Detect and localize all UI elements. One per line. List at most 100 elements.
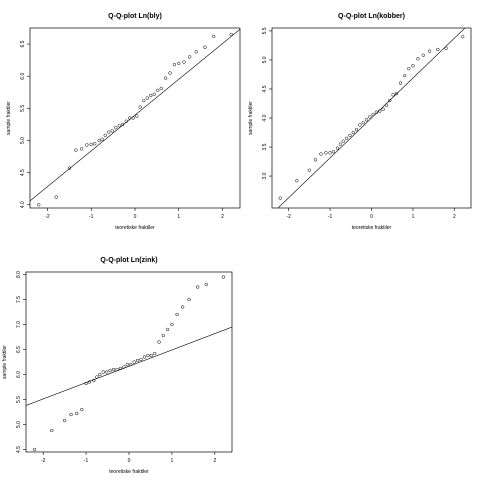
- data-point: [32, 447, 37, 452]
- x-tick-label: 0: [128, 458, 131, 464]
- data-point: [388, 98, 392, 103]
- data-point: [212, 34, 216, 39]
- x-tick-label: -2: [41, 458, 46, 464]
- data-point: [142, 98, 146, 103]
- data-point: [351, 130, 355, 135]
- data-point: [444, 46, 448, 50]
- data-point: [384, 103, 389, 107]
- data-point: [341, 139, 345, 143]
- reference-line: [277, 28, 466, 208]
- data-point: [74, 411, 79, 416]
- y-axis-label: sample fraktiler: [2, 345, 8, 379]
- y-tick-label: 4.0: [262, 114, 268, 121]
- x-tick-label: -1: [84, 458, 89, 464]
- x-tick-label: -2: [45, 214, 50, 220]
- data-point: [328, 151, 332, 155]
- y-tick-label: 5.5: [20, 105, 26, 112]
- data-point: [129, 362, 133, 367]
- data-point: [85, 143, 89, 147]
- plot-frame: [25, 271, 233, 453]
- data-point: [153, 351, 157, 356]
- x-axis-label: teoretiske fraktiler: [115, 225, 155, 231]
- data-point: [93, 142, 97, 146]
- y-tick-label: 6.0: [20, 73, 26, 80]
- reference-line: [26, 326, 232, 406]
- data-point: [131, 116, 135, 120]
- data-point: [378, 109, 382, 113]
- data-point: [436, 47, 440, 52]
- y-tick-label: 5.5: [262, 27, 268, 34]
- data-point: [157, 340, 161, 344]
- chart-title: Q-Q-plot Ln(kobber): [338, 13, 405, 20]
- data-point: [108, 368, 112, 373]
- data-point: [411, 64, 415, 68]
- data-point: [115, 367, 119, 372]
- data-point: [204, 282, 208, 287]
- y-tick-label: 4.5: [16, 446, 22, 453]
- data-point: [354, 127, 359, 132]
- data-point: [368, 115, 372, 119]
- reference-line: [30, 29, 240, 202]
- data-point: [371, 112, 375, 117]
- data-point: [407, 66, 411, 71]
- x-tick-label: -1: [328, 214, 333, 220]
- data-point: [364, 118, 369, 122]
- data-point: [103, 133, 107, 138]
- data-point: [121, 122, 125, 127]
- data-point: [161, 333, 165, 338]
- y-tick-label: 7.0: [16, 321, 22, 328]
- data-point: [89, 142, 93, 147]
- data-point: [142, 355, 147, 359]
- y-tick-label: 8.0: [16, 271, 22, 278]
- data-point: [138, 105, 142, 109]
- data-point: [381, 107, 385, 111]
- data-point: [80, 407, 84, 412]
- data-point: [149, 353, 153, 358]
- y-tick-label: 5.0: [16, 421, 22, 428]
- data-point: [118, 366, 123, 371]
- data-point: [398, 81, 403, 85]
- y-tick-label: 5.0: [262, 56, 268, 63]
- x-tick-label: 2: [213, 458, 216, 464]
- x-tick-label: 1: [171, 458, 174, 464]
- data-point: [172, 62, 177, 67]
- y-tick-label: 6.5: [16, 346, 22, 353]
- data-point: [338, 142, 343, 146]
- y-tick-label: 4.0: [20, 201, 26, 208]
- x-axis-label: teoretiske fraktiler: [352, 225, 392, 231]
- data-point: [421, 53, 425, 57]
- y-tick-label: 4.5: [20, 169, 26, 176]
- data-point: [146, 353, 150, 358]
- x-tick-label: -1: [89, 214, 94, 220]
- data-point: [74, 148, 78, 152]
- data-point: [95, 375, 99, 379]
- data-point: [135, 114, 139, 118]
- data-point: [307, 168, 311, 172]
- data-point: [203, 45, 207, 49]
- data-point: [67, 166, 72, 170]
- data-point: [361, 120, 365, 125]
- data-point: [403, 73, 407, 78]
- data-point: [180, 305, 185, 309]
- data-point: [394, 91, 399, 96]
- data-point: [117, 124, 121, 128]
- data-point: [196, 285, 200, 289]
- data-point: [135, 358, 140, 363]
- data-point: [84, 381, 88, 386]
- data-point: [128, 116, 132, 120]
- x-tick-label: 2: [453, 214, 456, 220]
- data-point: [107, 130, 111, 134]
- data-point: [124, 119, 128, 123]
- data-point: [324, 151, 328, 155]
- x-tick-label: 1: [177, 214, 180, 220]
- data-point: [87, 380, 92, 384]
- data-point: [139, 357, 143, 362]
- data-point: [348, 133, 352, 138]
- data-point: [50, 428, 54, 433]
- data-point: [391, 93, 395, 97]
- data-point: [163, 76, 168, 80]
- y-tick-label: 3.5: [262, 143, 268, 150]
- y-tick-label: 3.0: [262, 172, 268, 179]
- y-tick-label: 6.5: [20, 40, 26, 47]
- data-point: [149, 93, 153, 98]
